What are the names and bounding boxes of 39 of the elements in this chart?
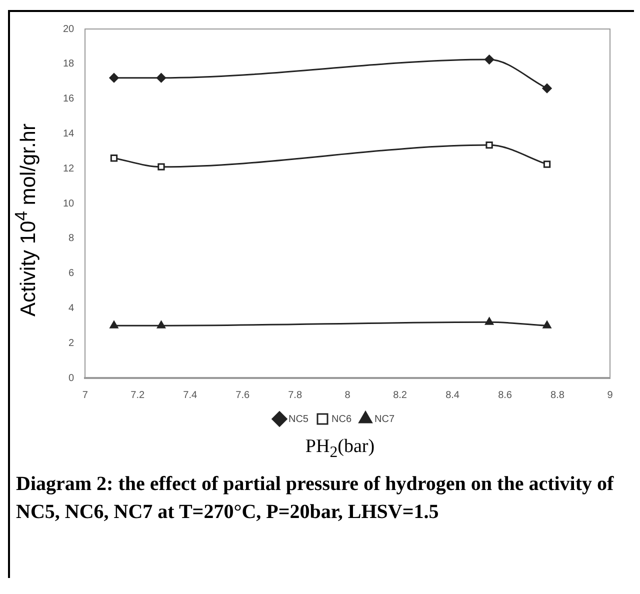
y-tick-label: 20: [63, 24, 75, 35]
point: [156, 73, 166, 83]
x-tick-label: 7.8: [288, 390, 302, 401]
point: [542, 320, 552, 328]
point: [484, 54, 494, 64]
legend-label: NC5: [288, 414, 309, 425]
point: [110, 320, 118, 328]
legend-label: NC7: [374, 414, 395, 425]
y-tick-label: 6: [68, 268, 75, 280]
point: [485, 317, 494, 325]
y-tick-label: 16: [63, 94, 75, 105]
x-tick-label: 8.6: [498, 390, 512, 401]
y-tick-label: 0: [68, 372, 75, 384]
x-tick-label: 7: [82, 390, 88, 401]
x-tick-label: 7.2: [130, 390, 145, 401]
x-tick-label: 8.4: [446, 390, 460, 401]
x-tick-label: 8.2: [393, 390, 408, 401]
point: [542, 84, 552, 94]
x-tick-label: 7.4: [183, 390, 198, 401]
y-tick-label: 10: [63, 198, 75, 210]
y-tick-label: 8: [68, 233, 75, 244]
y-tick-label: 12: [63, 163, 75, 174]
y-tick-label: 2: [68, 338, 75, 349]
point: [486, 141, 493, 149]
x-tick-label: 9: [607, 390, 614, 401]
x-tick-label: 8.8: [550, 390, 565, 401]
x-tick-label: 7.6: [236, 390, 250, 401]
point: [158, 163, 165, 170]
text: Diagram 2: the effect of partial pressure of hydrogen on the activity of NC5, NC6, NC7 at T=270°C, P=20bar, LHSV=1.5: [16, 472, 615, 525]
point: [543, 160, 551, 168]
y-tick-label: 4: [68, 302, 75, 314]
x-axis-title: PH$_{2}$(bar): [304, 436, 376, 462]
point: [157, 320, 166, 328]
y-tick-label: 18: [63, 58, 75, 70]
point: [110, 154, 118, 162]
y-tick-label: 14: [63, 128, 75, 140]
point: [109, 73, 119, 83]
x-tick-label: 8: [344, 390, 351, 401]
legend-label: NC6: [332, 414, 352, 425]
